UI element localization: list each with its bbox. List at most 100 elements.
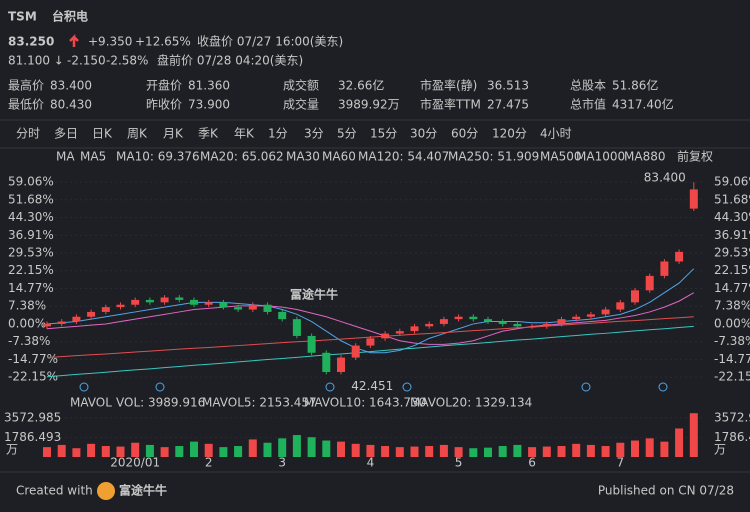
tab[interactable]: 30分 [410,127,437,141]
tab[interactable]: 年K [234,127,255,141]
y-tick-label-right: 3572.985 [714,410,750,424]
candle-body [248,304,257,310]
y-tick-label-right: 44.30% [714,210,750,224]
y-tick-label-right: 22.15% [714,263,750,277]
volume-bar [439,444,448,457]
y-tick-label-right: 7.38% [714,299,750,313]
stat-value: 83.400 [50,79,92,93]
tab[interactable]: 4小时 [540,127,572,141]
volume-bar [160,447,169,457]
tab[interactable]: 5分 [337,127,357,141]
legend-item: MA880 [624,150,665,164]
stock-name: 台积电 [52,9,88,24]
tab[interactable]: 多日 [54,127,78,141]
change-pct: +12.65% [135,35,191,49]
ma-line [46,325,694,378]
pre-note: 盘前价 07/28 04:20(美东) [157,53,303,68]
y-tick-label: -22.15% [8,370,58,384]
candle-body [689,189,698,209]
stat-value: 3989.92万 [338,98,400,112]
volume-bar [631,440,639,457]
adjust-label[interactable]: 前复权 [677,149,713,164]
x-tick-label: 4 [367,456,375,470]
y-tick-label: 14.77% [8,281,54,295]
volume-bar [307,437,316,457]
legend-item: MA500 [540,150,581,164]
stat-label: 市盈率(静) [420,78,477,93]
tab[interactable]: 15分 [370,127,397,141]
volume-bar [337,441,345,457]
tab[interactable]: 季K [198,127,219,141]
tab[interactable]: 周K [127,127,148,141]
candle-body [366,338,375,346]
candle-body [57,321,66,324]
brand-logo [97,482,115,500]
volume-bar [248,439,257,457]
candle-body [395,331,404,334]
tab[interactable]: 120分 [492,127,527,141]
legend-item: MA120: 54.407 [358,150,449,164]
volume-bar [454,447,463,457]
legend-item: VOL: 3989.916 [116,396,205,410]
event-markers [79,382,668,392]
candle-body [351,345,360,358]
volume-bar [57,444,66,457]
y-tick-label-right: 36.91% [714,228,750,242]
candle-body [175,297,184,300]
volume-bar [234,446,243,457]
y-tick-label-right: 29.53% [714,246,750,260]
volume-bar [395,447,404,457]
tab[interactable]: 月K [163,127,184,141]
candle-body [322,352,331,372]
candle-body [616,302,625,310]
tab[interactable]: 1分 [268,127,288,141]
tab[interactable]: 3分 [304,127,324,141]
candle-body [542,323,551,327]
volume-bar [586,444,595,457]
candle-body [278,311,287,320]
change: +9.350 [88,35,132,49]
stat-label: 成交量 [283,97,319,112]
y-tick-label: 7.38% [8,299,46,313]
footer-created: Created with [16,484,93,498]
x-tick-label: 3 [278,456,286,470]
volume-bar [351,443,360,457]
candle-body [381,333,390,339]
volume-bar [263,442,272,457]
tab[interactable]: 日K [92,127,113,141]
legend-item: MA5 [80,150,106,164]
stat-value: 80.430 [50,98,92,112]
volume-bar [190,441,198,457]
volume-bar [72,448,81,457]
y-tick-label-right: 1786.493 [714,430,750,444]
volume-bar [513,444,522,457]
tab[interactable]: 60分 [451,127,478,141]
pre-change-pct: -2.58% [106,54,148,68]
candle-body [116,304,125,308]
y-tick-label-right: -22.15% [714,370,750,384]
candle-body [528,326,537,328]
volume-bar [292,435,301,457]
unit-label: 万 [6,443,18,457]
candle-body [307,335,316,353]
tab[interactable]: 分时 [16,127,40,141]
y-tick-label: 51.68% [8,192,54,206]
volume-bar [542,446,551,457]
footer-published: Published on CN 07/28 [598,484,734,498]
legend-item: MAVOL10: 1643.730 [304,396,426,410]
volume-bar [484,447,492,457]
candle-body [204,302,213,305]
y-tick-label-right: 51.68% [714,192,750,206]
volume-bar [278,438,287,457]
close-note: 收盘价 07/27 16:00(美东) [197,34,343,49]
candle-body [263,304,272,312]
legend-item: MA20: 65.062 [200,150,284,164]
y-tick-label-right: 0.00% [714,316,750,330]
stat-label: 最高价 [8,78,44,93]
y-tick-label-right: -7.38% [714,334,750,348]
stat-value: 81.360 [188,79,230,93]
legend-item: MA250: 51.909 [448,150,539,164]
